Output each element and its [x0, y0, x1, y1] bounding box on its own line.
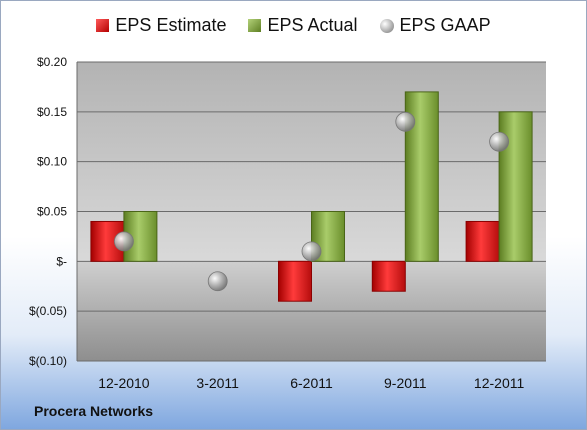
y-axis-labels: $0.20 $0.15 $0.10 $0.05 $- $(0.05) $(0.10) — [29, 55, 67, 368]
eps-estimate-bar — [278, 260, 312, 302]
eps-gaap-point — [489, 131, 510, 152]
eps-estimate-bar — [371, 260, 406, 292]
legend-label-gaap: EPS GAAP — [399, 15, 491, 35]
x-tick-label: 12-2011 — [474, 375, 525, 391]
eps-actual-bar — [311, 211, 345, 262]
legend-label-actual: EPS Actual — [267, 15, 358, 35]
eps-actual-bar — [404, 91, 439, 262]
x-tick-label: 3-2011 — [196, 375, 239, 391]
legend-swatch-estimate — [96, 19, 110, 32]
x-tick-label: 12-2010 — [98, 375, 150, 391]
eps-gaap-point — [207, 271, 228, 292]
y-tick-label: $0.10 — [37, 155, 67, 169]
x-axis-labels: 12-2010 3-2011 6-2011 9-2011 12-2011 — [98, 375, 524, 391]
y-tick-label: $(0.10) — [29, 354, 67, 368]
legend-item-actual: EPS Actual — [248, 15, 358, 36]
x-tick-label: 6-2011 — [290, 375, 333, 391]
legend: EPS Estimate EPS Actual EPS GAAP — [1, 15, 586, 36]
legend-swatch-actual — [248, 19, 262, 32]
gaap-points — [114, 111, 510, 292]
legend-swatch-gaap — [379, 18, 394, 33]
eps-gaap-point — [301, 241, 322, 262]
bars — [90, 91, 533, 302]
x-tick-label: 9-2011 — [384, 375, 427, 391]
y-tick-label: $0.15 — [37, 105, 67, 119]
y-tick-label: $- — [56, 254, 67, 268]
eps-gaap-point — [395, 111, 416, 132]
y-tick-label: $(0.05) — [29, 304, 67, 318]
eps-estimate-bar — [465, 220, 500, 262]
company-name: Procera Networks — [34, 403, 154, 419]
y-tick-label: $0.20 — [37, 55, 67, 69]
y-tick-label: $0.05 — [37, 205, 67, 219]
legend-label-estimate: EPS Estimate — [115, 15, 227, 35]
legend-item-gaap: EPS GAAP — [379, 15, 491, 36]
eps-gaap-point — [114, 231, 134, 252]
legend-item-estimate: EPS Estimate — [96, 15, 226, 36]
